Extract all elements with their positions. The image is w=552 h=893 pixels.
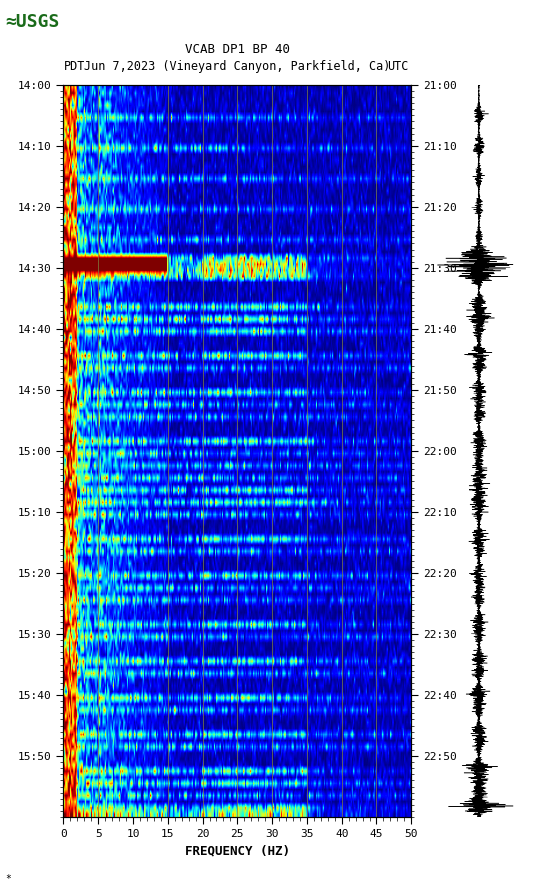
Text: Jun 7,2023 (Vineyard Canyon, Parkfield, Ca): Jun 7,2023 (Vineyard Canyon, Parkfield, …: [84, 61, 391, 73]
Text: VCAB DP1 BP 40: VCAB DP1 BP 40: [185, 43, 290, 55]
X-axis label: FREQUENCY (HZ): FREQUENCY (HZ): [185, 845, 290, 857]
Text: UTC: UTC: [387, 61, 408, 73]
Text: ≈USGS: ≈USGS: [6, 13, 60, 31]
Text: PDT: PDT: [63, 61, 85, 73]
Text: *: *: [6, 874, 12, 884]
